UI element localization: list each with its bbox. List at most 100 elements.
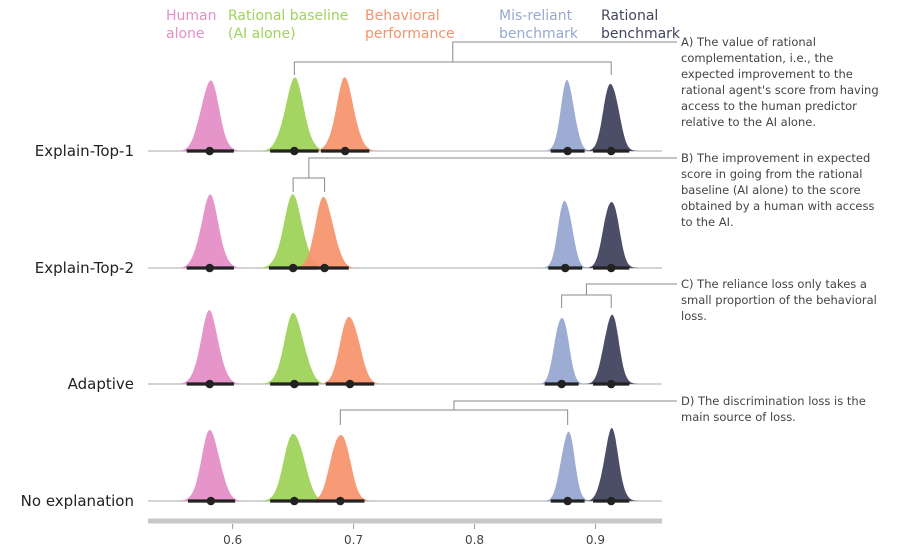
annotation-line: rational agent's score from having: [681, 83, 879, 97]
x-axis: 0.6 0.7 0.8 0.9: [148, 518, 662, 547]
annotation-line: D) The discrimination loss is the: [681, 394, 866, 408]
annotation-A: A) The value of rational complementation,…: [293, 35, 879, 129]
annotation-line: loss.: [681, 309, 707, 323]
row-4: No explanation: [21, 428, 662, 510]
legend-line: benchmark: [601, 26, 681, 42]
row-3: Adaptive: [68, 310, 662, 393]
x-tick-label: 0.9: [586, 533, 605, 547]
mean-point: [205, 263, 214, 273]
legend-line: Rational baseline: [228, 8, 348, 24]
density-3: [312, 77, 378, 151]
mean-point: [205, 379, 214, 389]
density-2: [258, 194, 328, 268]
mean-point: [320, 263, 329, 273]
mean-point: [340, 146, 350, 156]
annotation-line: C) The reliance loss only takes a: [681, 277, 867, 291]
annotation-line: access to the human predictor: [681, 99, 857, 113]
legend-item-2: Rational baseline (AI alone): [228, 8, 348, 42]
annotation-line: B) The improvement in expected: [681, 151, 870, 165]
legend-item-4: Mis-reliant benchmark: [499, 8, 579, 42]
density-2: [259, 77, 330, 151]
mean-point: [606, 146, 616, 156]
annotation-line: main source of loss.: [681, 410, 796, 424]
mean-point: [290, 379, 299, 389]
mean-point: [290, 146, 299, 156]
annotation-bracket: [339, 409, 569, 425]
annotation-line: obtained by a human with access: [681, 199, 874, 213]
legend-line: Mis-reliant: [499, 8, 573, 24]
annotation-bracket: [561, 294, 612, 308]
legend-line: performance: [365, 26, 455, 42]
legend-line: alone: [166, 26, 205, 42]
legend-item-3: Behavioral performance: [365, 8, 455, 42]
density-4: [543, 79, 592, 151]
annotation-D: D) The discrimination loss is the main so…: [339, 394, 866, 425]
row-2: Explain-Top-2: [35, 194, 662, 277]
x-tick-label: 0.6: [223, 533, 242, 547]
annotation-text: C) The reliance loss only takes a small p…: [681, 277, 877, 323]
chart-rows: Explain-Top-1 Explain-Top-2 Adaptive No exp…: [21, 77, 662, 510]
mean-point: [557, 379, 566, 389]
density-3: [317, 316, 383, 384]
density-2: [259, 433, 330, 501]
mean-point: [560, 263, 570, 273]
mean-point: [205, 146, 214, 156]
density-4: [543, 431, 592, 501]
annotation-line: complementation, i.e., the: [681, 51, 833, 65]
density-3: [307, 435, 373, 501]
row-label: Explain-Top-2: [35, 259, 134, 277]
legend-line: Rational: [601, 8, 658, 24]
mean-point: [606, 379, 616, 389]
annotation-leader: [453, 400, 677, 410]
legend-item-1: Human alone: [166, 8, 217, 42]
legend: Human alone Rational baseline (AI alone) Beh…: [166, 8, 681, 42]
legend-line: benchmark: [499, 26, 579, 42]
mean-point: [345, 379, 355, 389]
density-5: [585, 314, 638, 384]
annotation-line: score in going from the rational: [681, 167, 862, 181]
mean-point: [335, 496, 345, 506]
mean-point: [206, 496, 216, 506]
mean-point: [290, 496, 299, 506]
density-4: [537, 318, 586, 384]
annotation-bracket: [293, 61, 612, 75]
density-4: [541, 200, 590, 268]
annotation-bracket: [292, 177, 326, 192]
row-label: No explanation: [21, 492, 134, 510]
annotation-C: C) The reliance loss only takes a small p…: [561, 277, 877, 323]
annotation-line: small proportion of the behavioral: [681, 293, 877, 307]
mean-point: [563, 146, 572, 156]
annotation-leader: [308, 157, 677, 178]
density-1: [177, 80, 243, 151]
annotation-line: to the AI.: [681, 215, 734, 229]
density-3: [291, 196, 358, 268]
annotation-text: A) The value of rational complementation,…: [681, 35, 879, 129]
row-1: Explain-Top-1: [35, 77, 662, 160]
density-5: [585, 428, 638, 501]
mean-point: [288, 263, 298, 273]
annotations: A) The value of rational complementation,…: [292, 35, 879, 425]
annotation-line: expected improvement to the: [681, 67, 853, 81]
density-5: [585, 202, 638, 268]
row-label: Adaptive: [68, 375, 134, 393]
density-1: [177, 194, 243, 268]
annotation-leader: [452, 41, 677, 62]
mean-point: [563, 496, 572, 506]
x-tick-label: 0.7: [344, 533, 363, 547]
density-1: [177, 310, 243, 384]
annotation-B: B) The improvement in expected score in g…: [292, 151, 874, 229]
legend-item-5: Rational benchmark: [601, 8, 681, 42]
legend-line: (AI alone): [228, 26, 296, 42]
density-1: [178, 429, 244, 501]
annotation-line: relative to the AI alone.: [681, 115, 816, 129]
legend-line: Behavioral: [365, 8, 440, 24]
annotation-line: baseline (AI alone) to the score: [681, 183, 861, 197]
row-label: Explain-Top-1: [35, 142, 134, 160]
annotation-text: D) The discrimination loss is the main so…: [681, 394, 866, 424]
x-tick-label: 0.8: [465, 533, 484, 547]
annotation-leader: [585, 283, 677, 295]
annotation-text: B) The improvement in expected score in g…: [681, 151, 874, 229]
density-2: [259, 312, 330, 384]
mean-point: [606, 496, 616, 506]
